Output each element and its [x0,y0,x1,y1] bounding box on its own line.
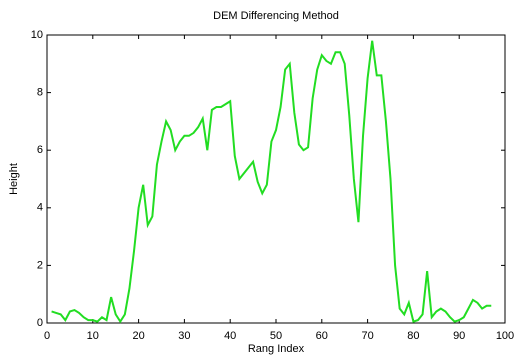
y-axis-label: Height [8,163,20,195]
y-tick-label: 6 [37,144,43,156]
x-tick-label: 10 [87,330,99,342]
x-tick-label: 90 [453,330,465,342]
data-line [51,40,492,324]
x-tick-label: 30 [178,330,190,342]
y-tick-label: 4 [37,202,43,214]
plot-frame [46,34,506,324]
x-axis-label: Rang Index [248,343,305,355]
x-tick-label: 40 [224,330,236,342]
x-tick-label: 60 [316,330,328,342]
y-tick-label: 8 [37,87,43,99]
x-tick-label: 0 [44,330,50,342]
x-tick-label: 80 [407,330,419,342]
chart-title: DEM Differencing Method [213,10,339,22]
y-tick-label: 10 [31,29,43,41]
x-tick-label: 100 [496,330,514,342]
x-tick-label: 70 [361,330,373,342]
x-tick-label: 50 [270,330,282,342]
y-tick-label: 0 [37,317,43,329]
x-tick-label: 20 [132,330,144,342]
y-tick-label: 2 [37,259,43,271]
